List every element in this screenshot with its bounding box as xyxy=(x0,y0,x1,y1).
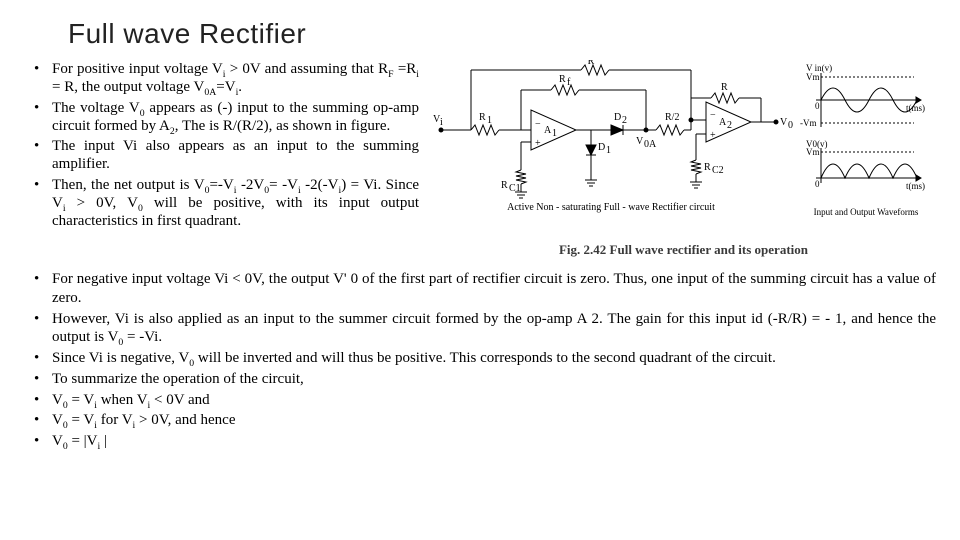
svg-text:1: 1 xyxy=(552,128,557,139)
wave-vin: V in(v) xyxy=(806,63,832,73)
bullet-item: V0 = |Vi | xyxy=(30,432,936,451)
wave-zero1: 0 xyxy=(815,101,820,111)
wave-t1: t(ms) xyxy=(906,103,925,113)
wave-caption: Input and Output Waveforms xyxy=(814,207,919,217)
label-r-top: R xyxy=(588,60,595,67)
bullet-item: For positive input voltage Vi > 0V and a… xyxy=(30,60,419,97)
bullet-item: The input Vi also appears as an input to… xyxy=(30,137,419,174)
label-a2: A xyxy=(719,117,727,128)
bullet-item: Then, the net output is V0=-Vi -2V0= -Vi… xyxy=(30,176,419,231)
bullet-item: V0 = Vi for Vi > 0V, and hence xyxy=(30,411,936,430)
label-rc2: R xyxy=(704,162,711,173)
wave-t2: t(ms) xyxy=(906,181,925,191)
circuit-caption: Active Non - saturating Full - wave Rect… xyxy=(507,202,715,213)
svg-text:0: 0 xyxy=(788,120,793,131)
bullet-item: V0 = Vi when Vi < 0V and xyxy=(30,391,936,410)
svg-text:0A: 0A xyxy=(644,139,657,150)
wave-mvm: -Vm xyxy=(800,118,817,128)
label-voa: V xyxy=(636,136,644,147)
bullet-item: To summarize the operation of the circui… xyxy=(30,370,936,389)
label-rf: R xyxy=(559,74,566,85)
lower-bullets-block: For negative input voltage Vi < 0V, the … xyxy=(24,270,936,451)
wave-vm: Vm xyxy=(806,72,820,82)
label-d2: D xyxy=(614,112,621,123)
svg-text:C1: C1 xyxy=(509,183,521,194)
svg-text:1: 1 xyxy=(487,115,492,126)
top-bullets-column: For positive input voltage Vi > 0V and a… xyxy=(24,60,419,233)
label-a1: A xyxy=(544,125,552,136)
page-title: Full wave Rectifier xyxy=(68,18,936,50)
svg-text:2: 2 xyxy=(727,120,732,131)
bullet-item: For negative input voltage Vi < 0V, the … xyxy=(30,270,936,308)
wave-zero2: 0 xyxy=(815,179,820,189)
svg-text:−: − xyxy=(710,110,716,121)
label-r1: R xyxy=(479,112,486,123)
svg-text:+: + xyxy=(535,138,541,149)
svg-text:+: + xyxy=(710,130,716,141)
svg-text:C2: C2 xyxy=(712,165,724,176)
svg-text:i: i xyxy=(440,117,443,128)
bullet-item: However, Vi is also applied as an input … xyxy=(30,310,936,348)
label-rhalf: R/2 xyxy=(665,112,679,123)
label-d1: D xyxy=(598,142,605,153)
figure-column: − + − + Vi R1 R Rf R/2 R A1 A2 D1 D2 RC1… xyxy=(431,60,936,258)
svg-text:1: 1 xyxy=(606,145,611,156)
circuit-diagram: − + − + Vi R1 R Rf R/2 R A1 A2 D1 D2 RC1… xyxy=(431,60,931,230)
label-r-fb2: R xyxy=(721,82,728,93)
svg-text:−: − xyxy=(535,119,541,130)
figure-caption: Fig. 2.42 Full wave rectifier and its op… xyxy=(431,242,936,258)
bullet-item: The voltage V0 appears as (-) input to t… xyxy=(30,99,419,136)
label-rc1: R xyxy=(501,180,508,191)
wave-vo: V0(v) xyxy=(806,139,828,149)
bullet-list-lower: For negative input voltage Vi < 0V, the … xyxy=(24,270,936,451)
bullet-item: Since Vi is negative, V0 will be inverte… xyxy=(30,349,936,368)
svg-text:2: 2 xyxy=(622,115,627,126)
bullet-list-top: For positive input voltage Vi > 0V and a… xyxy=(24,60,419,231)
label-vo: V xyxy=(780,117,788,128)
